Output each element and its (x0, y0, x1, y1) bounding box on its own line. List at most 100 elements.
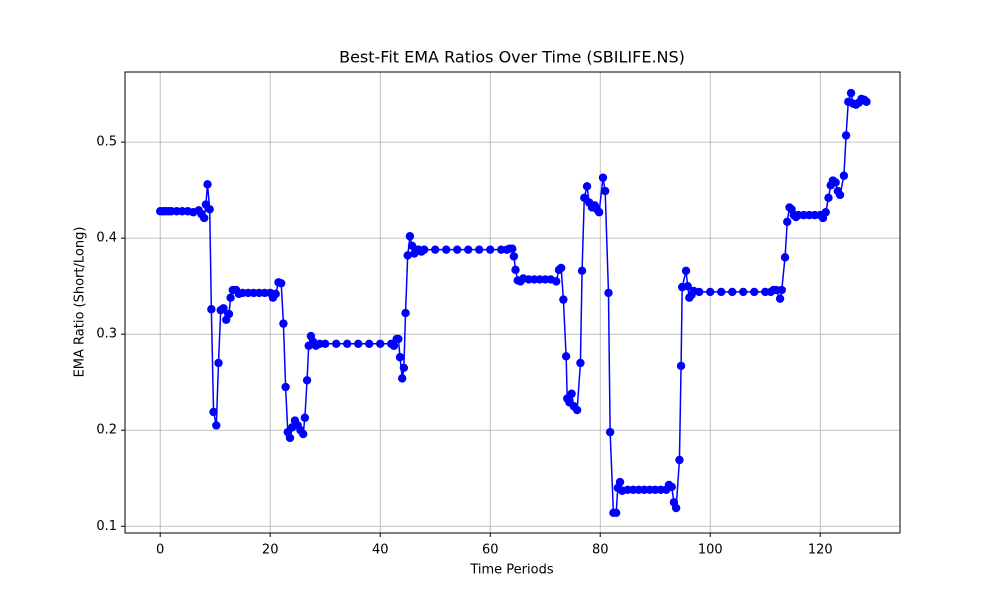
y-tick-label: 0.4 (96, 231, 117, 246)
y-tick-label: 0.3 (96, 327, 117, 342)
data-point (846, 88, 856, 98)
data-point (226, 293, 235, 302)
data-point (824, 193, 833, 203)
data-point (728, 287, 737, 297)
data-point (561, 352, 571, 361)
y-tick-label: 0.2 (96, 423, 117, 438)
data-point (442, 245, 451, 254)
y-tick-label: 0.5 (96, 135, 117, 150)
data-point (675, 455, 684, 465)
data-point (605, 427, 615, 437)
data-point (203, 180, 212, 189)
data-point (598, 173, 608, 182)
data-point (401, 308, 410, 318)
data-point (604, 288, 613, 298)
data-point (200, 213, 209, 223)
data-point (783, 217, 792, 227)
data-point (395, 353, 405, 362)
data-point (453, 245, 462, 254)
data-point (717, 287, 726, 297)
data-point (780, 253, 790, 262)
data-point (277, 279, 286, 288)
data-point (431, 245, 440, 254)
data-point (205, 205, 214, 214)
x-axis-label: Time Periods (469, 563, 553, 578)
data-point (777, 285, 786, 295)
data-point (831, 178, 840, 187)
data-point (321, 339, 330, 348)
x-tick-label: 100 (698, 543, 723, 558)
x-tick-label: 20 (262, 543, 279, 558)
data-point (511, 265, 520, 275)
data-point (398, 374, 407, 383)
data-point (219, 304, 228, 313)
data-point (739, 287, 748, 297)
data-point (862, 97, 871, 106)
data-point (594, 208, 604, 217)
chart-title: Best-Fit EMA Ratios Over Time (SBILIFE.N… (339, 48, 685, 67)
data-point (695, 287, 704, 297)
data-point (475, 245, 484, 254)
y-axis-label: EMA Ratio (Short/Long) (73, 227, 88, 378)
data-point (775, 294, 785, 303)
data-point (343, 339, 352, 348)
data-point (486, 245, 495, 254)
data-point (667, 482, 676, 492)
data-point (464, 245, 473, 254)
data-point (556, 263, 566, 273)
data-point (332, 339, 341, 348)
x-tick-label: 0 (156, 543, 164, 558)
data-point (420, 245, 429, 254)
data-point (354, 339, 363, 348)
data-point (706, 287, 715, 297)
data-point (405, 232, 415, 241)
data-point (302, 376, 312, 385)
data-point (224, 309, 234, 319)
data-point (683, 281, 692, 291)
data-point (403, 251, 412, 260)
data-point (600, 186, 610, 196)
data-point (299, 429, 308, 439)
data-point (281, 382, 290, 392)
plot-area: 0 20 40 60 80 100 120 0.1 0.2 0.3 0.4 0.5 (96, 72, 900, 558)
data-point (572, 405, 582, 415)
x-tick-label: 120 (808, 543, 833, 558)
data-point (399, 363, 409, 373)
data-point (681, 266, 691, 276)
data-point (611, 508, 621, 518)
data-point (212, 421, 221, 430)
data-point (207, 305, 216, 314)
data-point (839, 171, 849, 180)
data-point (389, 341, 399, 350)
data-point (750, 287, 759, 297)
data-point (365, 339, 374, 348)
data-point (615, 477, 625, 487)
data-point (271, 289, 280, 299)
data-point (582, 182, 592, 191)
data-point (559, 295, 568, 304)
data-point (209, 407, 218, 417)
data-point (577, 266, 587, 276)
data-point (508, 244, 517, 253)
x-tick-label: 40 (372, 543, 389, 558)
data-point (835, 190, 845, 200)
x-tick-label: 80 (592, 543, 609, 558)
data-point (576, 358, 585, 368)
data-point (300, 413, 310, 422)
data-point (279, 319, 288, 328)
data-point (821, 208, 830, 217)
data-point (567, 389, 576, 398)
x-tick-label: 60 (482, 543, 499, 558)
y-tick-label: 0.1 (96, 519, 117, 534)
data-point (841, 131, 851, 140)
data-point (285, 433, 295, 443)
data-point (509, 252, 519, 261)
data-point (671, 503, 681, 513)
data-point (552, 277, 561, 286)
axes-frame (124, 71, 901, 534)
data-point (394, 334, 403, 344)
data-point (676, 361, 686, 371)
